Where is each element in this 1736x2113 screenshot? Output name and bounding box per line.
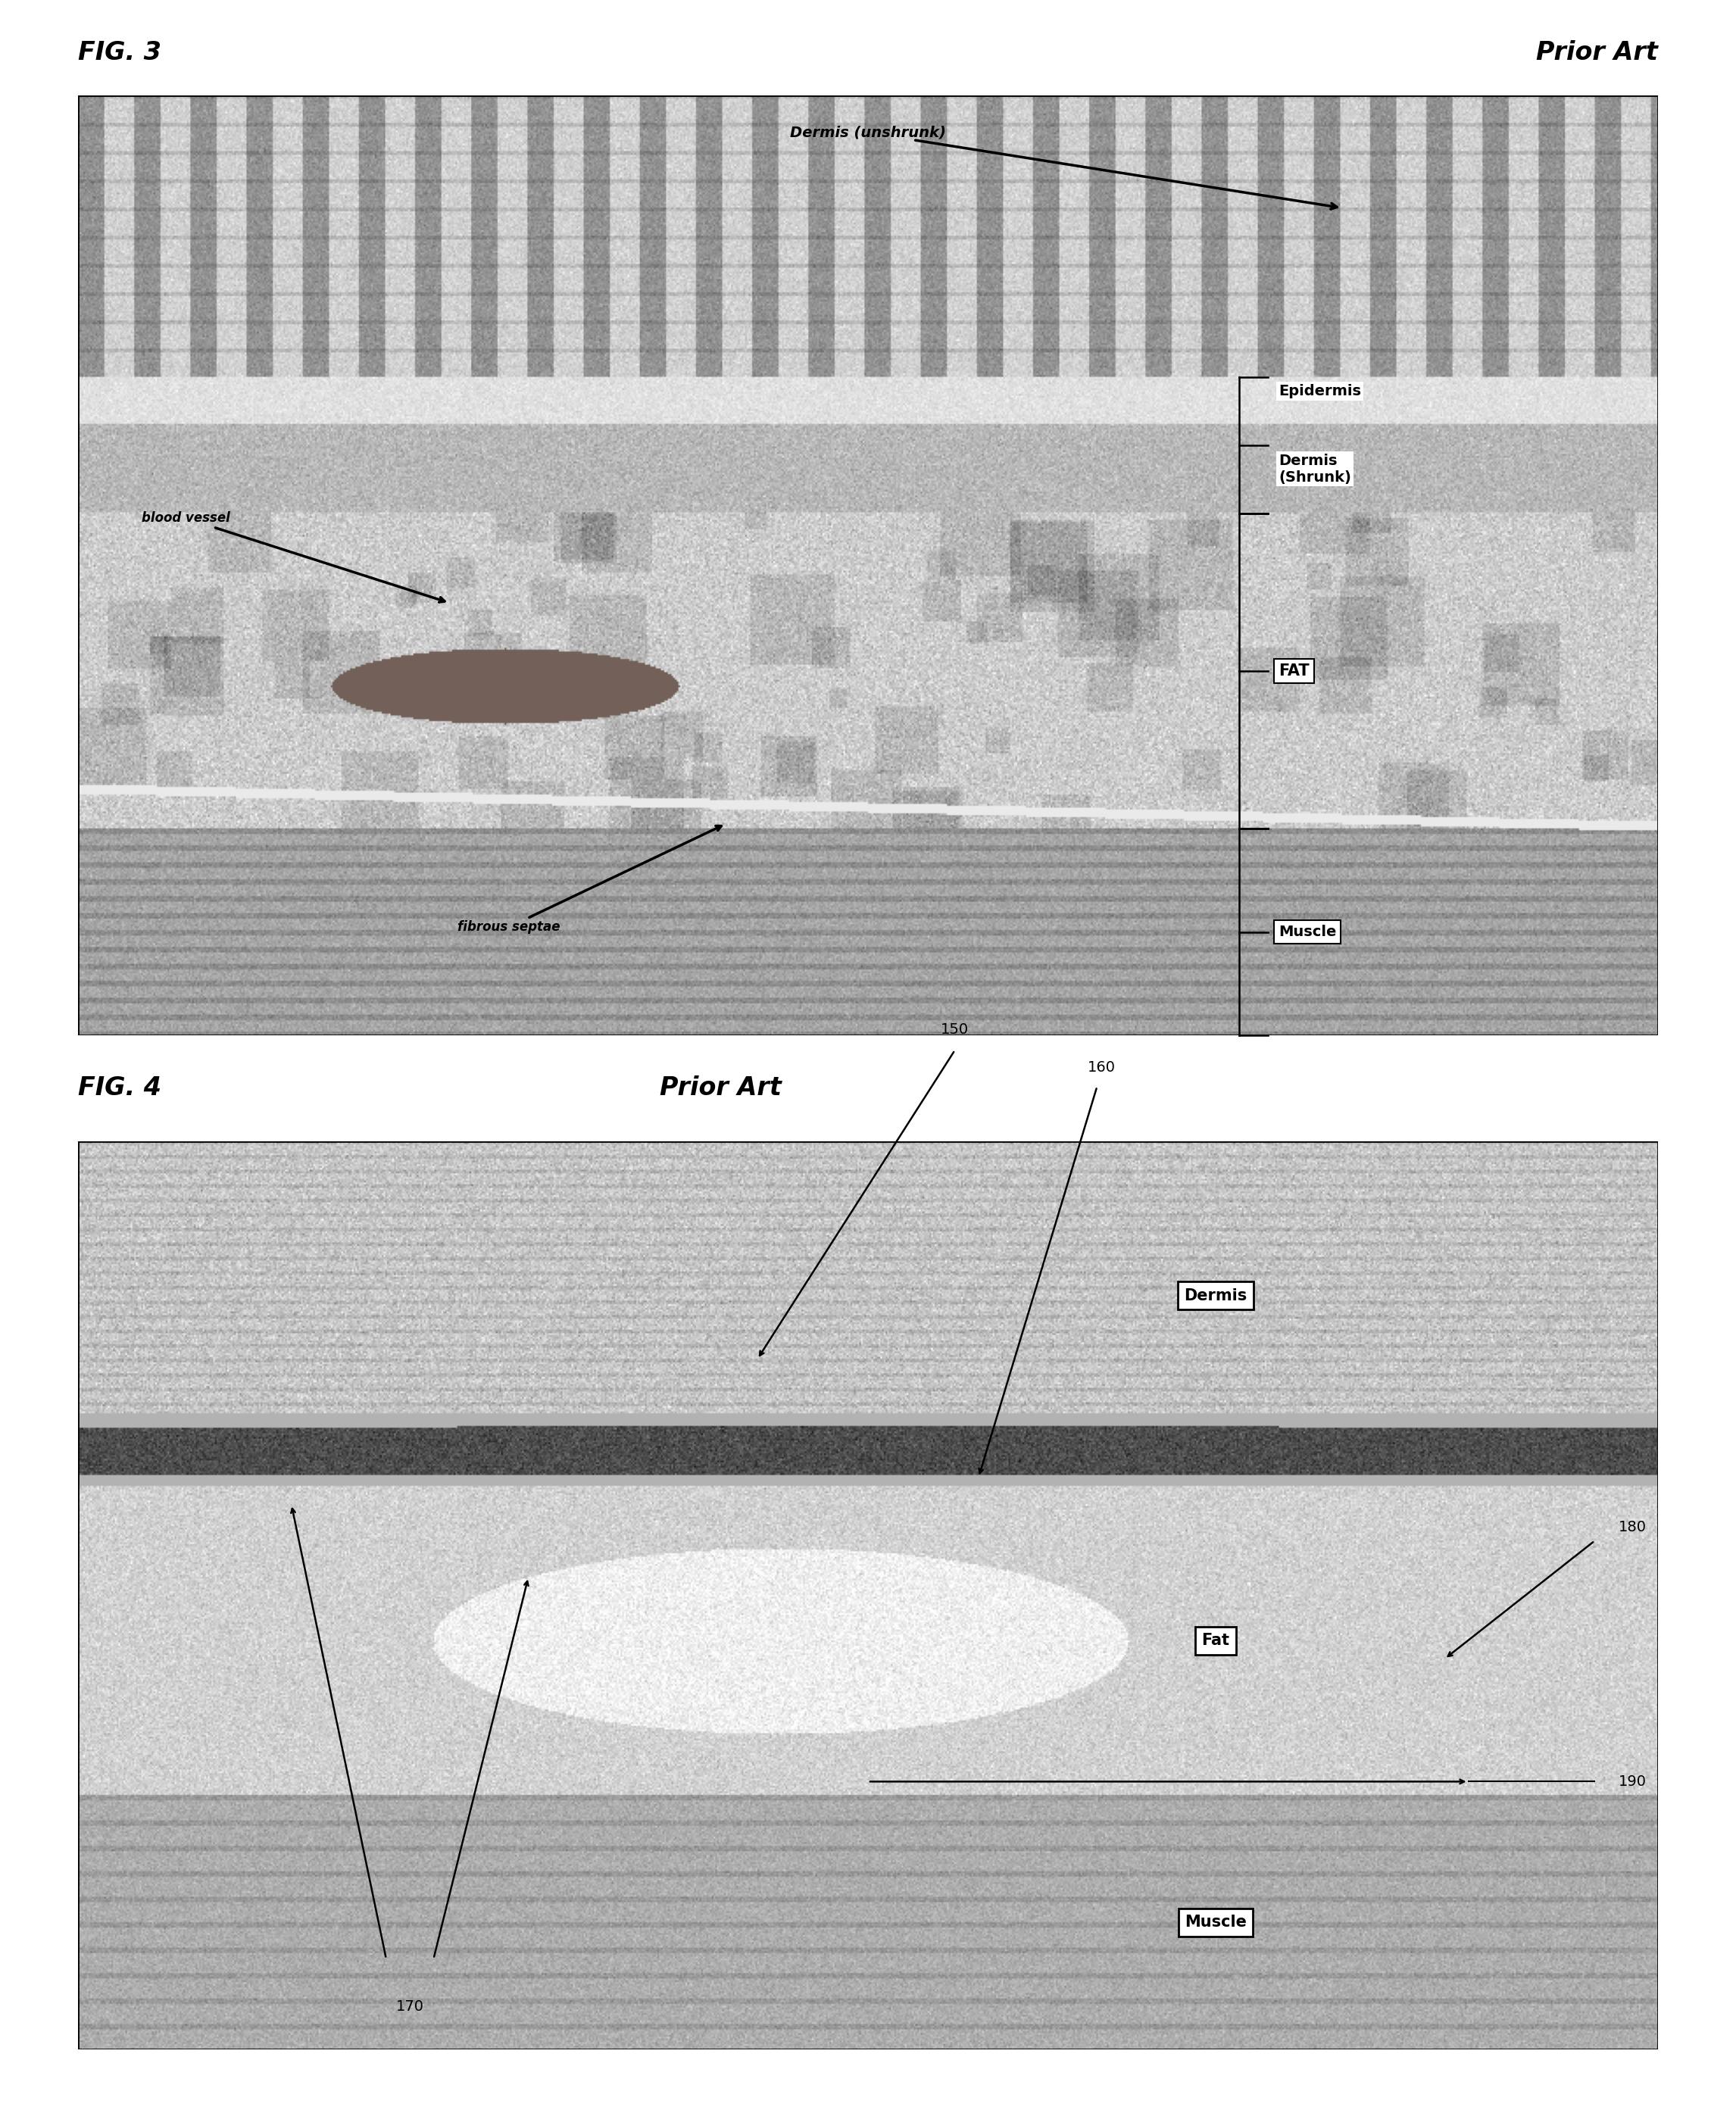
Text: 180: 180 bbox=[1618, 1519, 1646, 1534]
Text: Prior Art: Prior Art bbox=[1536, 40, 1658, 66]
Text: Epidermis: Epidermis bbox=[1279, 385, 1361, 399]
Text: FIG. 3: FIG. 3 bbox=[78, 40, 161, 66]
Text: blood vessel: blood vessel bbox=[141, 511, 444, 602]
Text: FIG. 4: FIG. 4 bbox=[78, 1076, 161, 1101]
Text: Dermis (unshrunk): Dermis (unshrunk) bbox=[790, 125, 1337, 209]
Text: 170: 170 bbox=[396, 1999, 424, 2014]
Text: FAT: FAT bbox=[1279, 663, 1309, 678]
Text: 160: 160 bbox=[1088, 1061, 1116, 1076]
Text: fibrous septae: fibrous septae bbox=[457, 826, 720, 934]
Text: Muscle: Muscle bbox=[1184, 1914, 1246, 1929]
Text: 150: 150 bbox=[941, 1023, 969, 1037]
Text: 190: 190 bbox=[1618, 1775, 1646, 1790]
Text: Dermis: Dermis bbox=[1184, 1289, 1246, 1304]
Text: Muscle: Muscle bbox=[1279, 925, 1337, 938]
Text: Dermis
(Shrunk): Dermis (Shrunk) bbox=[1279, 454, 1351, 484]
Text: Prior Art: Prior Art bbox=[660, 1076, 781, 1101]
Text: Fat: Fat bbox=[1201, 1633, 1229, 1648]
